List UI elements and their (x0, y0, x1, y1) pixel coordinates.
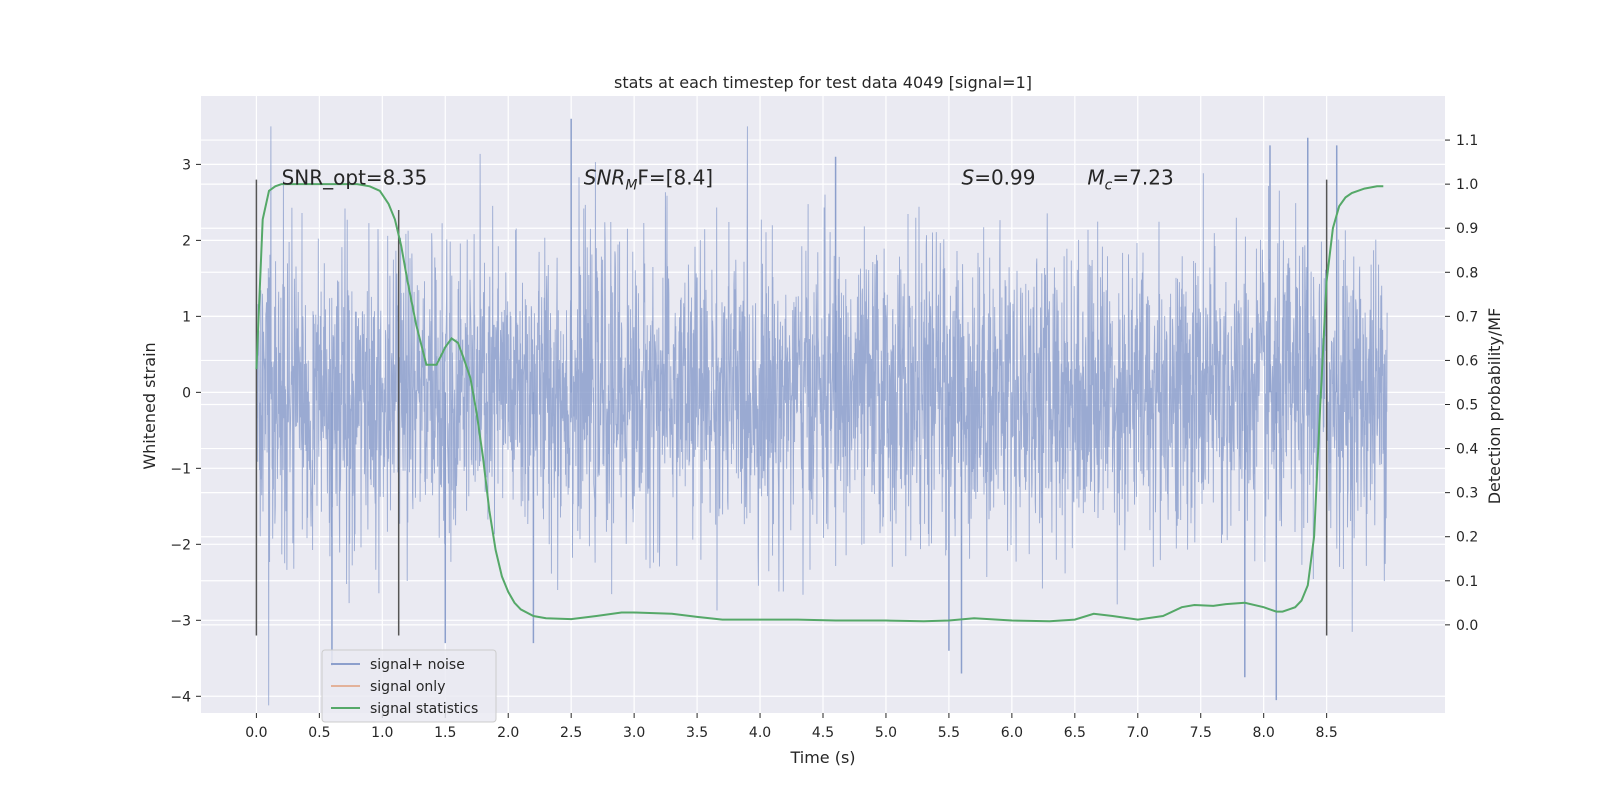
x-tick-label: 3.0 (623, 725, 645, 741)
stats-series (255, 183, 1384, 623)
y-tick-label-right: 1.0 (1456, 177, 1478, 193)
legend-box (321, 649, 497, 723)
legend-label-signal: signal only (370, 679, 445, 695)
annotation: S=0.99 (962, 166, 1036, 190)
x-tick-label: 6.5 (1064, 725, 1086, 741)
y-tick-label: 2 (182, 233, 191, 249)
chart-title: stats at each timestep for test data 404… (614, 73, 1032, 92)
y-tick-label: 3 (182, 157, 191, 173)
annotation: SNRMF=[8.4] (584, 166, 713, 194)
y-tick-label-right: 0.5 (1456, 398, 1478, 414)
y-tick-label-right: 0.9 (1456, 221, 1478, 237)
x-tick-label: 3.5 (686, 725, 708, 741)
y-tick-label: −3 (170, 613, 191, 629)
legend: signal+ noise signal only signal statist… (321, 649, 497, 723)
noise-line (255, 126, 1388, 706)
legend-label-stats: signal statistics (370, 701, 478, 717)
x-tick-label: 7.0 (1127, 725, 1149, 741)
annotations: SNR_opt=8.35 SNRMF=[8.4] S=0.99 Mc=7.23 (282, 166, 1174, 194)
vertical-markers (255, 179, 1328, 636)
annotation: SNR_opt=8.35 (282, 166, 428, 190)
x-tick-label: 1.0 (371, 725, 393, 741)
y-tick-label-right: 0.6 (1456, 353, 1478, 369)
y-tick-label-right: 0.3 (1456, 486, 1478, 502)
x-tick-label: 2.5 (560, 725, 582, 741)
x-tick-label: 2.0 (497, 725, 519, 741)
y-tick-label-right: 1.1 (1456, 133, 1478, 149)
x-tick-label: 4.0 (749, 725, 771, 741)
y-tick-label: 1 (182, 309, 191, 325)
x-tick-label: 8.0 (1253, 725, 1275, 741)
y-tick-label: −2 (170, 537, 191, 553)
y-tick-label-right: 0.1 (1456, 574, 1478, 590)
x-tick-label: 5.0 (875, 725, 897, 741)
y-tick-label-right: 0.8 (1456, 265, 1478, 281)
y-tick-label-right: 0.0 (1456, 618, 1478, 634)
x-tick-label: 0.5 (308, 725, 330, 741)
x-tick-label: 4.5 (812, 725, 834, 741)
x-axis-label: Time (s) (789, 748, 855, 767)
y-axis-label: Whitened strain (140, 342, 159, 469)
y-tick-label-right: 0.2 (1456, 530, 1478, 546)
x-tick-label: 7.5 (1190, 725, 1212, 741)
tick-labels: 0.0 0.5 1.0 1.5 2.0 2.5 3.0 3.5 4.0 4.5 5.0 5.5 6.0 6… (170, 133, 1478, 741)
x-tick-label: 5.5 (938, 725, 960, 741)
y-tick-label: 0 (182, 385, 191, 401)
noise-series (255, 118, 1388, 706)
y-tick-label: −4 (170, 689, 191, 705)
y-tick-label-right: 0.4 (1456, 442, 1478, 458)
stats-line (255, 183, 1384, 623)
x-tick-label: 1.5 (434, 725, 456, 741)
y-axis-label-right: Detection probability/MF (1485, 308, 1504, 505)
legend-label-noise: signal+ noise (370, 657, 465, 673)
x-tick-label: 8.5 (1316, 725, 1338, 741)
y-tick-label: −1 (170, 461, 191, 477)
annotation: Mc=7.23 (1087, 166, 1173, 194)
y-tick-label-right: 0.7 (1456, 309, 1478, 325)
x-tick-label: 0.0 (245, 725, 267, 741)
x-tick-label: 6.0 (1001, 725, 1023, 741)
